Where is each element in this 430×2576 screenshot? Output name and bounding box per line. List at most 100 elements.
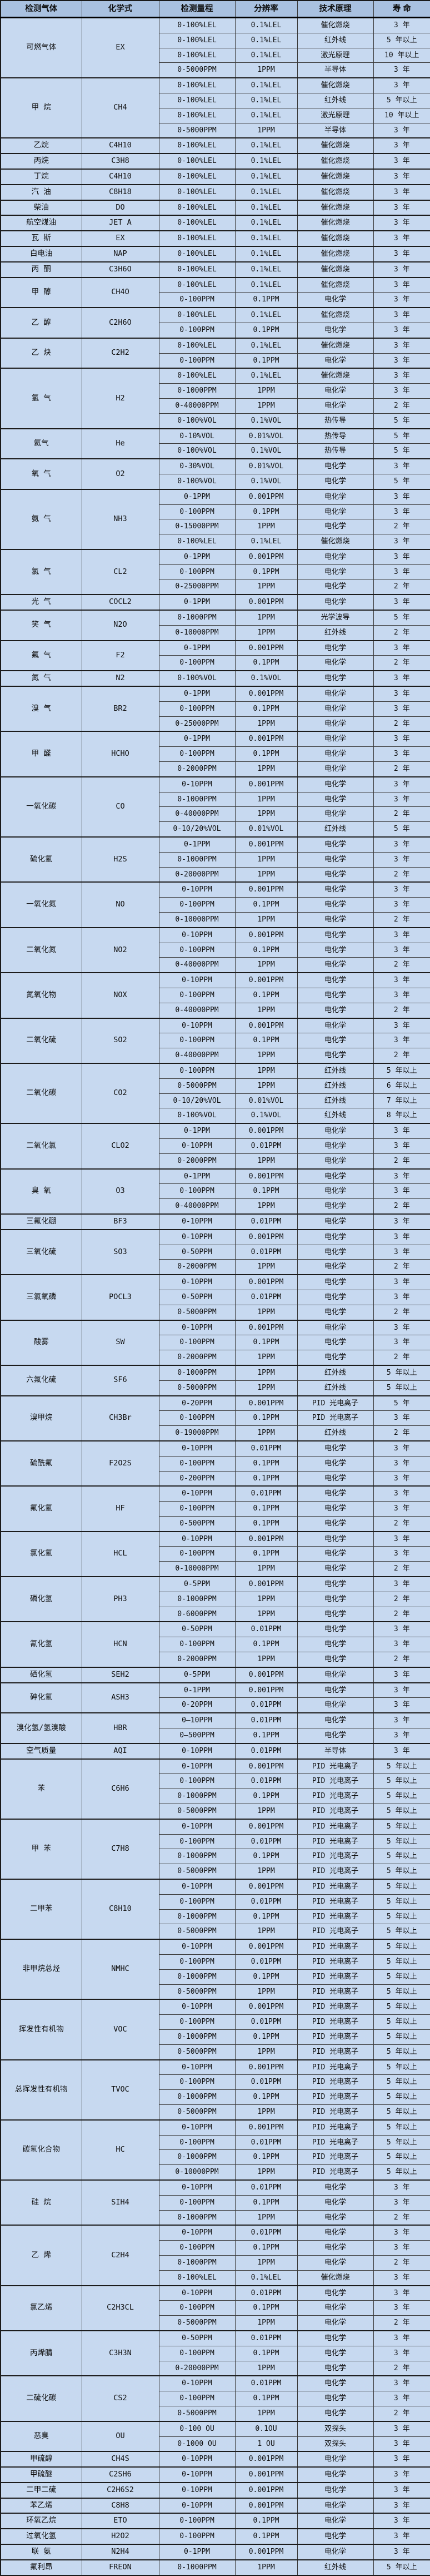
range-cell: 0-100PPM [158,942,236,958]
range-cell: 0-100PPM [158,988,236,1003]
life-cell: 3 年 [373,137,430,154]
tech-cell: 电化学 [297,1002,374,1019]
tech-cell: PID 光电离子 [297,1395,374,1411]
table-row: 0-2000PPM 1PPM 电化学 2 年 [1,761,430,777]
resolution-cell: 0.01PPM [234,1485,298,1502]
range-cell: 0-10PPM [158,2497,236,2514]
range-cell: 0-30%VOL [158,458,236,474]
resolution-cell: 1PPM [234,1364,298,1381]
life-cell: 3 年 [373,322,430,339]
life-cell: 2 年 [373,1048,430,1064]
life-cell: 2 年 [373,912,430,928]
tech-cell: PID 光电离子 [297,2164,374,2181]
resolution-cell: 0.1%LEL [234,368,298,384]
resolution-cell: 1PPM [234,2315,298,2331]
tech-cell: 电化学 [297,353,374,369]
range-cell: 0-100PPM [158,701,236,717]
formula-cell: CLO2 [81,1123,159,1170]
range-cell: 0-10PPM [158,776,236,792]
formula-cell: BR2 [81,686,159,732]
life-cell: 3 年 [373,897,430,913]
tech-cell: 电化学 [297,761,374,777]
resolution-cell: 0.1PPM [234,1728,298,1744]
tech-cell: 电化学 [297,881,374,898]
gas-cell: 丙烷 [0,153,82,170]
life-cell: 2 年 [373,2255,430,2271]
life-cell: 3 年 [373,2497,430,2514]
resolution-cell: 0.1PPM [234,1183,298,1200]
life-cell: 3 年 [373,686,430,702]
formula-cell: NOX [81,972,159,1019]
resolution-cell: 0.1PPM [234,746,298,762]
table-row: 0-40000PPM 1PPM 电化学 2 年 [1,1198,430,1215]
formula-cell: C6H6 [81,1758,159,1820]
life-cell: 3 年 [373,1742,430,1760]
range-cell: 0-10PPM [158,2119,236,2136]
resolution-cell: 0.1%LEL [234,245,298,262]
resolution-cell: 0.01PPM [234,1440,298,1457]
range-cell: 0-5000PPM [158,1804,236,1820]
resolution-cell: 1PPM [234,806,298,823]
range-cell: 0-20PPM [158,1395,236,1411]
table-row: 笑 气 N2O 0-1000PPM 1PPM 光学波导 5 年 [0,610,430,641]
formula-cell: SO3 [81,1228,159,1275]
tech-cell: 电化学 [297,2179,374,2196]
tech-cell: 电化学 [297,2497,374,2514]
table-row: 硫化氢 H2S 0-1PPM 0.001PPM 电化学 3 年 [0,836,430,883]
resolution-cell: 1PPM [234,866,298,883]
resolution-cell: 0.001PPM [234,1999,298,2015]
life-cell: 2 年 [373,1153,430,1170]
resolution-cell: 0.1PPM [234,1501,298,1517]
tech-cell: 红外线 [297,92,374,108]
life-cell: 3 年 [373,62,430,78]
life-cell: 3 年 [373,881,430,898]
range-cell: 0-50PPM [158,1244,236,1260]
range-cell: 0-100%VOL [158,1108,236,1124]
range-cell: 0-1PPM [158,731,236,747]
tech-cell: 电化学 [297,866,374,883]
table-row: 挥发性有机物 VOC 0-10PPM 0.001PPM PID 光电离子 5 年以上 [0,1999,430,2060]
life-cell: 3 年 [373,2451,430,2468]
formula-cell: C8H10 [81,1879,159,1940]
resolution-cell: 0.1%LEL [234,137,298,154]
tech-cell: 红外线 [297,1364,374,1381]
gas-cell: 氰化氢 [0,1621,82,1668]
range-cell: 0-1000PPM [158,1789,236,1805]
range-cell: 0-20000PPM [158,2360,236,2376]
resolution-cell: 1PPM [234,122,298,138]
tech-cell: 电化学 [297,746,374,762]
life-cell: 5 年以上 [373,1999,430,2015]
tech-cell: PID 光电离子 [297,1818,374,1835]
range-cell: 0-100%LEL [158,245,236,262]
range-cell: 0-10PPM [158,1999,236,2015]
table-row: 二硫化碳 CS2 0-10PPM 0.01PPM 电化学 3 年 [0,2375,430,2422]
table-row: 0-20000PPM 1PPM 电化学 2 年 [1,2360,430,2376]
life-cell: 2 年 [373,1198,430,1215]
gas-cell: 二硫化碳 [0,2375,82,2422]
formula-cell: EX [81,17,159,78]
life-cell: 3 年 [373,670,430,687]
resolution-cell: 0.1PPM [234,1335,298,1351]
life-cell: 2 年 [373,2360,430,2376]
table-row: 甲硫醚 C2SH6 0-10PPM 0.001PPM 电化学 3 年 [0,2466,430,2483]
resolution-cell: 1PPM [234,1078,298,1094]
table-row: 0-100%LEL 0.1%LEL 催化燃烧 3 年 [1,2270,430,2286]
gas-cell: 甲 醛 [0,731,82,777]
formula-cell: CO2 [81,1062,159,1124]
resolution-cell: 0.001PPM [234,1682,298,1698]
life-cell: 5 年以上 [373,2074,430,2090]
gas-cell: 二氧化氮 [0,927,82,973]
range-cell: 0-50PPM [158,1289,236,1305]
life-cell: 5 年以上 [373,1789,430,1805]
life-cell: 3 年 [373,746,430,762]
table-row: 0-100PPM 0.1PPM 电化学 3 年 [1,564,430,580]
range-cell: 0-1000PPM [158,2210,236,2226]
resolution-cell: 0.1PPM [234,1849,298,1865]
gas-cell: 氯 气 [0,548,82,595]
range-cell: 0-1000PPM [158,2255,236,2271]
table-row: 0-1000PPM 1PPM 电化学 2 年 [1,1591,430,1607]
resolution-cell: 1PPM [234,1350,298,1366]
table-row: 0-100PPM 0.01PPM PID 光电离子 5 年以上 [1,1954,430,1970]
range-cell: 0-500PPM [158,1515,236,1532]
range-cell: 0-10PPM [158,1138,236,1154]
